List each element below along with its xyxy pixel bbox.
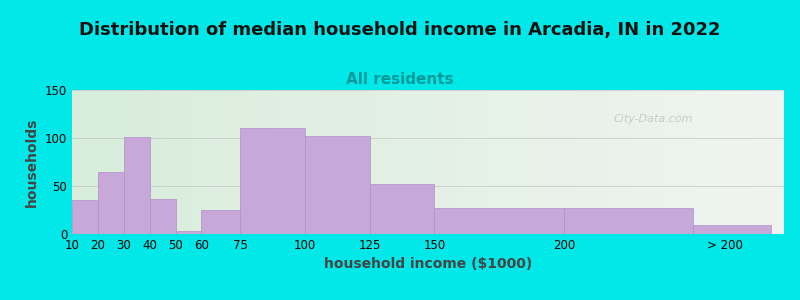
X-axis label: household income ($1000): household income ($1000) <box>324 257 532 272</box>
Y-axis label: households: households <box>26 117 39 207</box>
Bar <box>202 210 240 234</box>
Bar <box>564 208 694 234</box>
Bar <box>72 200 98 234</box>
Bar <box>240 128 305 234</box>
Bar <box>305 136 370 234</box>
Bar <box>175 231 202 234</box>
Bar <box>694 225 771 234</box>
Bar <box>124 137 150 234</box>
Text: City-Data.com: City-Data.com <box>613 114 693 124</box>
Text: All residents: All residents <box>346 72 454 87</box>
Bar <box>370 184 434 234</box>
Bar <box>150 200 175 234</box>
Text: Distribution of median household income in Arcadia, IN in 2022: Distribution of median household income … <box>79 21 721 39</box>
Bar <box>434 208 564 234</box>
Bar <box>98 172 124 234</box>
